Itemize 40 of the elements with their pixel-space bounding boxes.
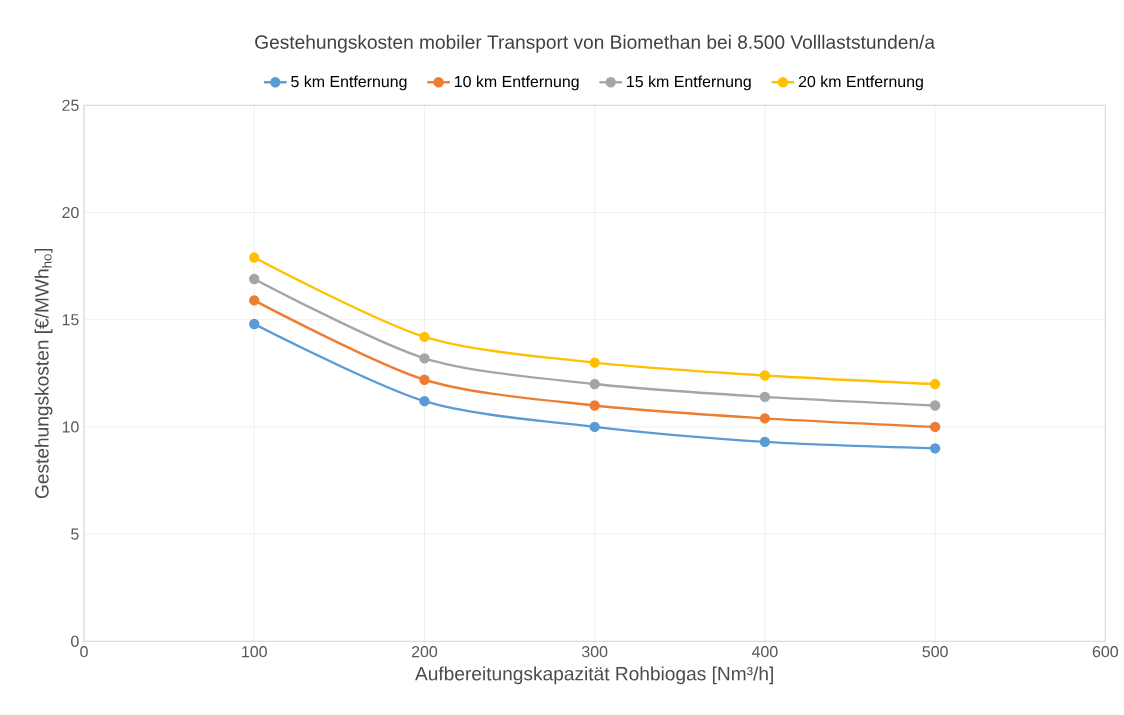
point <box>249 319 260 330</box>
point <box>589 379 600 390</box>
y-tick-label: 25 <box>62 99 79 112</box>
point <box>589 421 600 433</box>
point <box>589 400 600 411</box>
x-axis-title: Aufbereitungskapazität Rohbiogas [Nm³/h] <box>415 666 773 685</box>
point <box>589 357 600 368</box>
point <box>929 379 941 390</box>
point <box>929 400 941 411</box>
x-tick-label: 0 <box>80 646 88 658</box>
x-tick-label: 200 <box>411 646 438 658</box>
y-tick-label: 10 <box>62 421 79 433</box>
point <box>419 353 430 364</box>
legend-label: 20 km Entfernung <box>798 75 923 91</box>
legend-label: 5 km Entfernung <box>291 75 407 91</box>
x-tick-label: 300 <box>581 646 608 658</box>
point <box>759 391 771 403</box>
point <box>929 421 941 433</box>
x-tick-label: 400 <box>751 646 778 658</box>
point <box>759 436 771 448</box>
legend-label: 10 km Entfernung <box>454 75 579 91</box>
y-tick-label: 15 <box>62 314 79 326</box>
point <box>419 331 430 343</box>
point <box>759 370 771 381</box>
x-tick-label: 100 <box>242 646 267 658</box>
point <box>419 396 430 407</box>
point <box>249 273 260 285</box>
y-tick-label: 20 <box>62 207 79 219</box>
chart-title: Gestehungskosten mobiler Transport von Biomethan bei 8.500 Volllaststunden/a <box>255 35 936 53</box>
point <box>249 252 260 263</box>
x-tick-label: 500 <box>922 646 948 658</box>
y-tick-label: 0 <box>71 635 79 648</box>
point <box>929 443 941 454</box>
legend-label: 15 km Entfernung <box>627 75 751 91</box>
y-axis-title: Gestehungskosten [€/MWh$_{ho}$] <box>34 249 53 499</box>
point <box>759 413 771 424</box>
point <box>419 374 430 386</box>
point <box>249 295 260 306</box>
x-tick-label: 600 <box>1092 646 1119 658</box>
y-tick-label: 5 <box>71 528 79 540</box>
